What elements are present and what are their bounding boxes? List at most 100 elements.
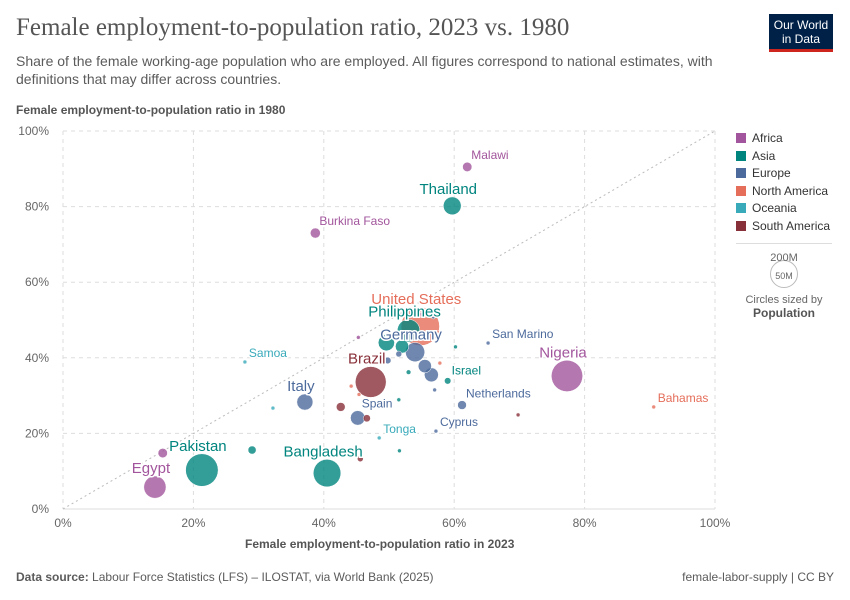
point-label: Tonga: [383, 422, 416, 436]
legend-item[interactable]: Oceania: [736, 201, 797, 215]
point-label: Thailand: [419, 181, 477, 198]
data-point: [432, 387, 437, 393]
data-point: [357, 455, 364, 462]
data-point: [355, 366, 387, 398]
point-label: Netherlands: [466, 387, 531, 401]
y-tick-label: 0%: [32, 502, 50, 516]
data-point: [395, 350, 402, 358]
data-point: [376, 435, 382, 441]
data-point: [143, 475, 167, 499]
data-point: [444, 377, 452, 385]
legend-swatch: [736, 220, 746, 231]
data-point: [242, 359, 248, 365]
data-point: [247, 445, 257, 455]
y-tick-label: 80%: [25, 200, 49, 214]
data-point: [378, 334, 395, 352]
data-point: [348, 383, 354, 389]
point-label: Brazil: [348, 351, 386, 368]
point-label: Egypt: [132, 460, 171, 477]
data-point: [433, 428, 439, 434]
point-label: United States: [371, 291, 461, 308]
legend-item[interactable]: North America: [736, 184, 828, 198]
data-point: [417, 359, 432, 374]
legend-item[interactable]: Europe: [736, 166, 791, 180]
source-text[interactable]: Labour Force Statistics (LFS) – ILOSTAT,…: [92, 570, 434, 584]
point-label: Israel: [452, 364, 481, 378]
point-label: Philippines: [368, 303, 441, 320]
data-point: [651, 404, 656, 410]
data-point: [419, 312, 424, 317]
y-tick-label: 40%: [25, 351, 49, 365]
legend-label: Asia: [752, 148, 776, 163]
x-tick-label: 80%: [573, 516, 597, 530]
reference-line: [62, 130, 716, 510]
x-tick-label: 0%: [54, 516, 72, 530]
data-point: [453, 344, 458, 350]
data-point: [356, 335, 361, 340]
data-point: [384, 356, 392, 365]
data-point: [397, 448, 402, 454]
point-label: Samoa: [249, 346, 287, 360]
legend-label: South America: [752, 218, 831, 233]
legend-swatch: [736, 168, 746, 178]
data-point: [515, 412, 521, 418]
logo-line1: Our World: [773, 18, 829, 32]
data-point: [397, 319, 421, 343]
data-point: [437, 360, 443, 366]
data-point: [431, 314, 436, 320]
data-point: [551, 360, 583, 392]
chart-title: Female employment-to-population ratio, 2…: [16, 14, 570, 41]
data-point: [435, 330, 441, 337]
point-label: San Marino: [492, 327, 554, 341]
data-point: [310, 227, 321, 239]
size-legend-big: 200M: [770, 252, 798, 264]
chart-subtitle: Share of the female working-age populati…: [16, 53, 713, 87]
point-label: Burkina Faso: [319, 214, 390, 228]
data-point: [336, 402, 346, 412]
point-label: Spain: [362, 397, 393, 411]
footer-license[interactable]: female-labor-supply | CC BY: [682, 570, 834, 584]
data-point: [296, 393, 314, 411]
data-point: [405, 369, 412, 375]
data-point: [443, 196, 462, 216]
data-point: [395, 339, 409, 354]
legend-label: Africa: [752, 131, 783, 145]
size-variable[interactable]: Population: [753, 306, 815, 320]
x-tick-label: 100%: [700, 516, 731, 530]
point-label: Malawi: [471, 148, 508, 162]
legend-item[interactable]: Asia: [736, 149, 775, 163]
legend-item[interactable]: Africa: [736, 131, 783, 145]
x-tick-label: 20%: [181, 516, 205, 530]
size-caption: Circles sized by: [745, 294, 823, 306]
point-label: Bahamas: [658, 391, 709, 405]
x-tick-label: 40%: [312, 516, 336, 530]
data-point: [270, 405, 276, 411]
logo-line2: in Data: [781, 32, 821, 46]
legend-swatch: [736, 185, 746, 196]
legend-swatch: [736, 203, 746, 213]
point-label: Germany: [380, 327, 442, 344]
data-point: [462, 161, 473, 172]
legend-label: Europe: [752, 166, 791, 180]
y-tick-label: 100%: [18, 124, 49, 138]
owid-logo[interactable]: Our World in Data: [769, 14, 833, 52]
data-point: [350, 410, 366, 426]
x-axis-label: Female employment-to-population ratio in…: [245, 537, 515, 551]
legend-label: Oceania: [752, 201, 797, 215]
legend-label: North America: [752, 183, 829, 198]
data-point: [457, 400, 467, 410]
footer-source: Data source: Labour Force Statistics (LF…: [16, 570, 434, 584]
y-tick-label: 60%: [25, 275, 49, 289]
point-label: Pakistan: [169, 438, 227, 455]
x-tick-label: 60%: [442, 516, 466, 530]
data-point: [396, 397, 402, 403]
data-point: [356, 392, 362, 397]
data-point: [185, 453, 219, 487]
size-legend-small: 50M: [770, 260, 798, 288]
data-point: [157, 448, 168, 459]
data-point: [485, 340, 491, 346]
legend-item[interactable]: South America: [736, 219, 830, 233]
size-legend: 200M 50M Circles sized by Population: [736, 243, 832, 320]
